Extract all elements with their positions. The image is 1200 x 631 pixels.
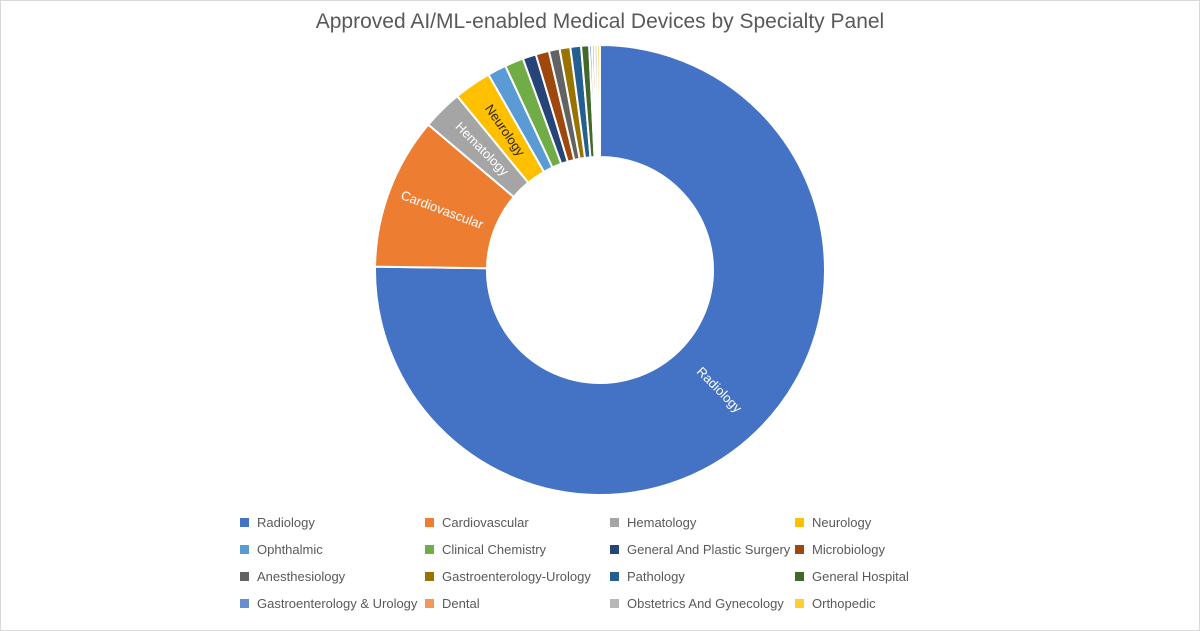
legend-swatch-icon	[425, 544, 434, 554]
legend-swatch-icon	[610, 517, 619, 527]
legend-swatch-icon	[240, 544, 249, 554]
chart-title: Approved AI/ML-enabled Medical Devices b…	[315, 10, 885, 33]
legend-label: Neurology	[812, 514, 872, 530]
legend-swatch-icon	[795, 571, 804, 581]
legend-swatch-icon	[425, 517, 434, 527]
legend-label: Gastroenterology-Urology	[442, 568, 591, 584]
legend-item-cardiovascular[interactable]: Cardiovascular	[425, 512, 529, 532]
legend-item-general-and-plastic-surgery[interactable]: General And Plastic Surgery	[610, 539, 790, 559]
slice-orthopedic	[596, 43, 601, 159]
legend-item-obstetrics-and-gynecology[interactable]: Obstetrics And Gynecology	[610, 593, 784, 613]
legend-item-general-hospital[interactable]: General Hospital	[795, 566, 909, 586]
legend-swatch-icon	[425, 571, 434, 581]
legend-item-clinical-chemistry[interactable]: Clinical Chemistry	[425, 539, 546, 559]
legend-label: Ophthalmic	[257, 541, 323, 557]
legend-label: Gastroenterology & Urology	[257, 595, 418, 611]
legend-label: Orthopedic	[812, 595, 876, 611]
legend-label: Obstetrics And Gynecology	[627, 595, 784, 611]
slice-radiology	[374, 43, 826, 496]
legend-item-ophthalmic[interactable]: Ophthalmic	[240, 539, 323, 559]
legend-label: General Hospital	[812, 568, 909, 584]
legend-swatch-icon	[240, 517, 249, 527]
legend-swatch-icon	[795, 544, 804, 554]
legend-item-gastroenterology-urology[interactable]: Gastroenterology & Urology	[240, 593, 417, 613]
legend-item-neurology[interactable]: Neurology	[795, 512, 871, 532]
legend-swatch-icon	[795, 598, 804, 608]
legend-label: General And Plastic Surgery	[627, 541, 791, 557]
legend-label: Hematology	[627, 514, 697, 530]
donut-slices	[374, 43, 826, 496]
legend-label: Radiology	[257, 514, 315, 530]
legend-swatch-icon	[610, 571, 619, 581]
legend-item-dental[interactable]: Dental	[425, 593, 480, 613]
legend-item-gastroenterology-urology[interactable]: Gastroenterology-Urology	[425, 566, 591, 586]
donut-chart: RadiologyCardiovascularHematologyNeurolo…	[374, 43, 826, 496]
legend-item-hematology[interactable]: Hematology	[610, 512, 696, 532]
legend-swatch-icon	[795, 517, 804, 527]
legend-label: Cardiovascular	[442, 514, 529, 530]
legend-swatch-icon	[610, 598, 619, 608]
legend-item-anesthesiology[interactable]: Anesthesiology	[240, 566, 345, 586]
legend-item-radiology[interactable]: Radiology	[240, 512, 315, 532]
legend-swatch-icon	[610, 544, 619, 554]
legend-swatch-icon	[240, 571, 249, 581]
legend-label: Pathology	[627, 568, 685, 584]
legend-item-microbiology[interactable]: Microbiology	[795, 539, 885, 559]
legend-label: Dental	[442, 595, 480, 611]
legend-item-pathology[interactable]: Pathology	[610, 566, 685, 586]
legend-item-orthopedic[interactable]: Orthopedic	[795, 593, 876, 613]
legend-swatch-icon	[240, 598, 249, 608]
legend-label: Clinical Chemistry	[442, 541, 547, 557]
legend-swatch-icon	[425, 598, 434, 608]
legend-label: Anesthesiology	[257, 568, 346, 584]
legend-label: Microbiology	[812, 541, 885, 557]
